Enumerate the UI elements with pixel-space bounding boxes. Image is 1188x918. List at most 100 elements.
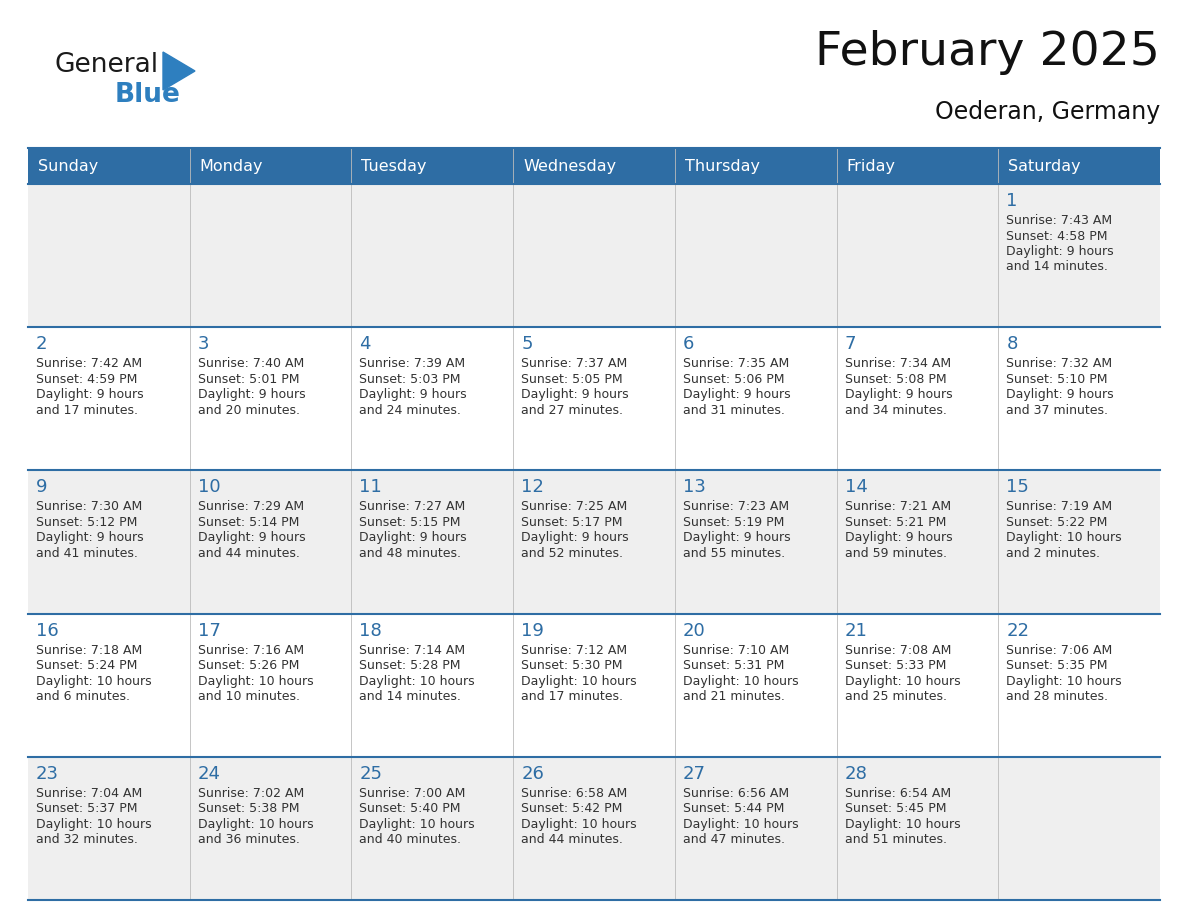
Text: Sunrise: 7:43 AM: Sunrise: 7:43 AM xyxy=(1006,214,1112,227)
Text: and 17 minutes.: and 17 minutes. xyxy=(36,404,138,417)
Text: Sunrise: 7:02 AM: Sunrise: 7:02 AM xyxy=(197,787,304,800)
Text: 13: 13 xyxy=(683,478,706,497)
Text: Sunrise: 7:42 AM: Sunrise: 7:42 AM xyxy=(36,357,143,370)
Text: and 59 minutes.: and 59 minutes. xyxy=(845,547,947,560)
Text: 20: 20 xyxy=(683,621,706,640)
Text: Sunset: 5:44 PM: Sunset: 5:44 PM xyxy=(683,802,784,815)
Text: Sunset: 5:35 PM: Sunset: 5:35 PM xyxy=(1006,659,1107,672)
Text: and 36 minutes.: and 36 minutes. xyxy=(197,834,299,846)
Text: Sunrise: 7:32 AM: Sunrise: 7:32 AM xyxy=(1006,357,1112,370)
Text: Sunrise: 7:29 AM: Sunrise: 7:29 AM xyxy=(197,500,304,513)
Text: 26: 26 xyxy=(522,765,544,783)
Text: Daylight: 10 hours: Daylight: 10 hours xyxy=(197,818,314,831)
Text: Sunrise: 7:25 AM: Sunrise: 7:25 AM xyxy=(522,500,627,513)
Text: Sunrise: 7:06 AM: Sunrise: 7:06 AM xyxy=(1006,644,1112,656)
Text: Daylight: 10 hours: Daylight: 10 hours xyxy=(36,818,152,831)
Text: Sunset: 5:12 PM: Sunset: 5:12 PM xyxy=(36,516,138,529)
Bar xyxy=(29,756,1159,900)
Text: and 20 minutes.: and 20 minutes. xyxy=(197,404,299,417)
Text: Daylight: 9 hours: Daylight: 9 hours xyxy=(360,388,467,401)
Text: Daylight: 9 hours: Daylight: 9 hours xyxy=(522,388,628,401)
Text: and 37 minutes.: and 37 minutes. xyxy=(1006,404,1108,417)
Text: Sunrise: 7:19 AM: Sunrise: 7:19 AM xyxy=(1006,500,1112,513)
Text: 15: 15 xyxy=(1006,478,1029,497)
Text: Sunset: 5:24 PM: Sunset: 5:24 PM xyxy=(36,659,138,672)
Text: Sunset: 5:40 PM: Sunset: 5:40 PM xyxy=(360,802,461,815)
Text: Daylight: 9 hours: Daylight: 9 hours xyxy=(36,532,144,544)
Text: Daylight: 10 hours: Daylight: 10 hours xyxy=(197,675,314,688)
Text: Daylight: 10 hours: Daylight: 10 hours xyxy=(683,818,798,831)
Text: Sunrise: 6:58 AM: Sunrise: 6:58 AM xyxy=(522,787,627,800)
Text: and 14 minutes.: and 14 minutes. xyxy=(1006,261,1108,274)
Text: and 51 minutes.: and 51 minutes. xyxy=(845,834,947,846)
Text: 7: 7 xyxy=(845,335,857,353)
Text: Sunrise: 7:18 AM: Sunrise: 7:18 AM xyxy=(36,644,143,656)
Text: Daylight: 9 hours: Daylight: 9 hours xyxy=(197,532,305,544)
Text: 1: 1 xyxy=(1006,192,1018,210)
Text: Daylight: 9 hours: Daylight: 9 hours xyxy=(1006,388,1114,401)
Text: Sunrise: 6:56 AM: Sunrise: 6:56 AM xyxy=(683,787,789,800)
Text: Wednesday: Wednesday xyxy=(523,159,617,174)
Text: Sunset: 4:58 PM: Sunset: 4:58 PM xyxy=(1006,230,1107,242)
Text: and 24 minutes.: and 24 minutes. xyxy=(360,404,461,417)
Text: 6: 6 xyxy=(683,335,694,353)
Text: Sunset: 5:01 PM: Sunset: 5:01 PM xyxy=(197,373,299,386)
Text: Blue: Blue xyxy=(115,82,181,108)
Text: Sunrise: 7:04 AM: Sunrise: 7:04 AM xyxy=(36,787,143,800)
Text: Daylight: 9 hours: Daylight: 9 hours xyxy=(197,388,305,401)
Text: Sunset: 5:14 PM: Sunset: 5:14 PM xyxy=(197,516,299,529)
Text: Sunset: 5:42 PM: Sunset: 5:42 PM xyxy=(522,802,623,815)
Text: 11: 11 xyxy=(360,478,383,497)
Text: Sunrise: 7:12 AM: Sunrise: 7:12 AM xyxy=(522,644,627,656)
Text: 28: 28 xyxy=(845,765,867,783)
Text: Sunset: 5:45 PM: Sunset: 5:45 PM xyxy=(845,802,946,815)
Text: and 40 minutes.: and 40 minutes. xyxy=(360,834,461,846)
Text: and 41 minutes.: and 41 minutes. xyxy=(36,547,138,560)
Text: 18: 18 xyxy=(360,621,383,640)
Text: Sunset: 5:28 PM: Sunset: 5:28 PM xyxy=(360,659,461,672)
Text: Daylight: 9 hours: Daylight: 9 hours xyxy=(36,388,144,401)
Text: and 55 minutes.: and 55 minutes. xyxy=(683,547,785,560)
Text: Sunrise: 7:27 AM: Sunrise: 7:27 AM xyxy=(360,500,466,513)
Text: 10: 10 xyxy=(197,478,220,497)
Text: 19: 19 xyxy=(522,621,544,640)
Text: and 48 minutes.: and 48 minutes. xyxy=(360,547,461,560)
Text: Saturday: Saturday xyxy=(1009,159,1081,174)
Text: 4: 4 xyxy=(360,335,371,353)
Text: Sunrise: 6:54 AM: Sunrise: 6:54 AM xyxy=(845,787,950,800)
Text: Sunset: 4:59 PM: Sunset: 4:59 PM xyxy=(36,373,138,386)
Text: Sunset: 5:30 PM: Sunset: 5:30 PM xyxy=(522,659,623,672)
Bar xyxy=(29,613,1159,756)
Text: Daylight: 10 hours: Daylight: 10 hours xyxy=(522,818,637,831)
Text: and 25 minutes.: and 25 minutes. xyxy=(845,690,947,703)
Text: and 44 minutes.: and 44 minutes. xyxy=(522,834,623,846)
Text: 22: 22 xyxy=(1006,621,1029,640)
Text: Sunset: 5:33 PM: Sunset: 5:33 PM xyxy=(845,659,946,672)
Text: Sunrise: 7:16 AM: Sunrise: 7:16 AM xyxy=(197,644,304,656)
Text: General: General xyxy=(55,52,159,78)
Text: Daylight: 9 hours: Daylight: 9 hours xyxy=(845,388,953,401)
Text: 12: 12 xyxy=(522,478,544,497)
Text: Sunrise: 7:37 AM: Sunrise: 7:37 AM xyxy=(522,357,627,370)
Text: Sunset: 5:10 PM: Sunset: 5:10 PM xyxy=(1006,373,1107,386)
Text: Daylight: 9 hours: Daylight: 9 hours xyxy=(845,532,953,544)
Polygon shape xyxy=(163,52,195,90)
Text: 3: 3 xyxy=(197,335,209,353)
Text: Sunset: 5:03 PM: Sunset: 5:03 PM xyxy=(360,373,461,386)
Text: and 28 minutes.: and 28 minutes. xyxy=(1006,690,1108,703)
Text: Sunset: 5:06 PM: Sunset: 5:06 PM xyxy=(683,373,784,386)
Text: Sunrise: 7:08 AM: Sunrise: 7:08 AM xyxy=(845,644,950,656)
Text: 17: 17 xyxy=(197,621,221,640)
Text: and 14 minutes.: and 14 minutes. xyxy=(360,690,461,703)
Text: Daylight: 10 hours: Daylight: 10 hours xyxy=(360,818,475,831)
Text: and 2 minutes.: and 2 minutes. xyxy=(1006,547,1100,560)
Text: and 34 minutes.: and 34 minutes. xyxy=(845,404,947,417)
Text: Sunset: 5:22 PM: Sunset: 5:22 PM xyxy=(1006,516,1107,529)
Text: and 32 minutes.: and 32 minutes. xyxy=(36,834,138,846)
Text: Sunrise: 7:39 AM: Sunrise: 7:39 AM xyxy=(360,357,466,370)
Text: Daylight: 10 hours: Daylight: 10 hours xyxy=(360,675,475,688)
Text: Daylight: 10 hours: Daylight: 10 hours xyxy=(36,675,152,688)
Text: Sunrise: 7:14 AM: Sunrise: 7:14 AM xyxy=(360,644,466,656)
Text: Sunrise: 7:35 AM: Sunrise: 7:35 AM xyxy=(683,357,789,370)
Bar xyxy=(29,148,1159,184)
